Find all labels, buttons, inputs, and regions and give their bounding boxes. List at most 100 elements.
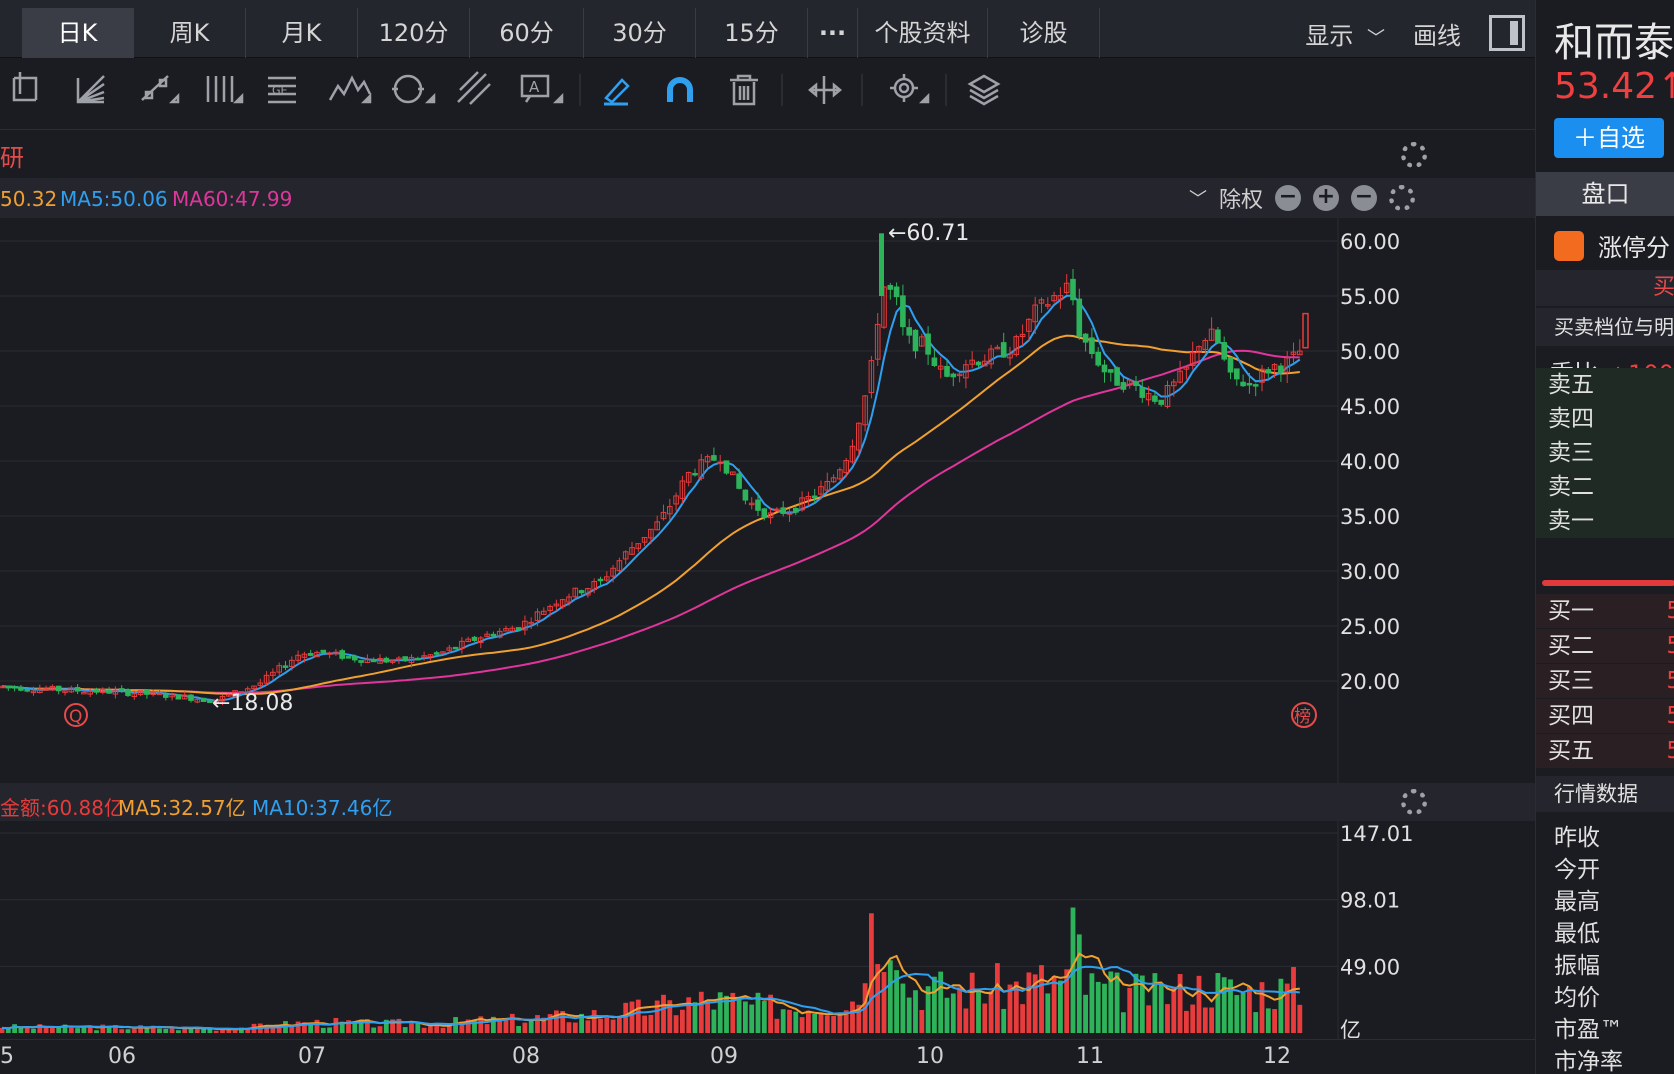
orderbook-sell-row[interactable]: 卖一 [1536, 504, 1674, 538]
add-favorite-button[interactable]: ＋自选 [1554, 118, 1664, 158]
display-menu[interactable]: 显示 ﹀ [1305, 16, 1385, 51]
arrows-icon[interactable] [808, 76, 842, 104]
volume-bar [995, 963, 1000, 1033]
chevron-down-icon: ﹀ [1367, 27, 1385, 49]
volume-chart[interactable]: 147.01 98.01 49.00 亿 [0, 821, 1535, 1039]
tab-60min[interactable]: 60分 [470, 8, 584, 58]
volume-bar [62, 1024, 68, 1033]
orderbook-sell-row[interactable]: 卖五 [1536, 368, 1674, 402]
orderbook-buy-row[interactable]: 买二 5 [1536, 629, 1674, 663]
volume-bar [1102, 983, 1107, 1033]
volume-bar [755, 992, 761, 1033]
chevron-down-icon[interactable]: ﹀ [1188, 189, 1207, 210]
volume-bar [213, 1030, 219, 1033]
vertical-lines-icon[interactable] [206, 76, 244, 104]
candle-body [163, 694, 169, 698]
crop-icon[interactable] [12, 72, 38, 102]
candle-body [597, 578, 604, 582]
zoom-out-button[interactable]: − [1275, 185, 1301, 211]
volume-bar [472, 1019, 477, 1033]
cycle-icon[interactable] [392, 74, 436, 104]
text-label-icon[interactable]: A [520, 74, 564, 104]
tab-120min[interactable]: 120分 [358, 8, 470, 58]
trend-line-icon[interactable] [141, 75, 180, 104]
candle-body [1019, 333, 1026, 337]
candle-body [1164, 385, 1171, 407]
volume-bar [194, 1028, 200, 1033]
volume-bar [320, 1027, 326, 1033]
gear-icon[interactable] [1401, 142, 1427, 168]
zoom-in-button[interactable]: + [1313, 185, 1339, 211]
orderbook-sell-row[interactable]: 卖四 [1536, 402, 1674, 436]
orderbook-buy-row[interactable]: 买五 5 [1536, 734, 1674, 768]
orderbook-sell-row[interactable]: 卖二 [1536, 470, 1674, 504]
draw-line-button[interactable]: 画线 [1413, 21, 1461, 50]
volume-bar [1013, 981, 1019, 1033]
candle-body [383, 657, 390, 663]
volume-bar [421, 1027, 427, 1033]
orderbook-buy-row[interactable]: 买三 5 [1536, 664, 1674, 698]
gear-icon[interactable] [1401, 789, 1427, 815]
layout-toggle-icon[interactable] [1489, 15, 1525, 51]
tab-30min[interactable]: 30分 [584, 8, 696, 58]
limit-up-icon [1554, 230, 1584, 261]
tab-week-k[interactable]: 周K [134, 8, 246, 58]
volume-bar [1108, 971, 1114, 1033]
volume-bar [1196, 975, 1202, 1033]
candle-body [156, 692, 163, 696]
layers-icon[interactable] [967, 74, 1001, 106]
trash-icon[interactable] [730, 74, 758, 106]
candle-body [377, 658, 383, 664]
svg-text:A: A [529, 78, 540, 96]
collapse-button[interactable]: − [1351, 185, 1377, 211]
volume-bar [900, 983, 906, 1033]
fuquan-select[interactable]: 除权 [1218, 188, 1263, 213]
volume-bar [711, 1009, 717, 1033]
candlestick-chart[interactable]: 60.00 55.00 50.00 45.00 40.00 35.00 30.00 25.00… [0, 218, 1535, 783]
orderbook-buy-row[interactable]: 买一 5 [1536, 594, 1674, 628]
limit-up-row[interactable]: 涨停分 [1554, 228, 1670, 263]
fan-icon[interactable] [76, 75, 105, 104]
volume-bar [232, 1030, 238, 1033]
gann-icon[interactable]: GE [268, 76, 296, 104]
ma-legend-row: 50.32 MA5:50.06 MA60:47.99 ﹀ 除权 − + − [0, 178, 1535, 218]
candle-body [263, 674, 270, 684]
tab-diagnose[interactable]: 诊股 [988, 8, 1100, 58]
volume-bar [245, 1029, 251, 1033]
display-label: 显示 [1305, 21, 1354, 50]
event-badge-q[interactable] [64, 703, 88, 727]
magnet-icon[interactable] [667, 77, 693, 102]
volume-bar [988, 991, 994, 1033]
candle-body [578, 590, 585, 594]
price-tick: 35.00 [1340, 505, 1400, 529]
candle-body [1000, 342, 1007, 358]
candle-body [1284, 357, 1291, 373]
tab-day-k[interactable]: 日K [22, 8, 134, 58]
volume-bar [1247, 986, 1252, 1033]
candle-body [1227, 357, 1234, 373]
volume-bar [522, 1022, 528, 1033]
volume-bar [724, 995, 729, 1033]
volume-bar [1284, 983, 1290, 1033]
tab-pankou[interactable]: 盘口 [1536, 172, 1674, 216]
rank-badge[interactable] [1291, 702, 1317, 728]
tab-15min[interactable]: 15分 [696, 8, 808, 58]
tab-month-k[interactable]: 月K [246, 8, 358, 58]
volume-bar [119, 1029, 125, 1033]
orderbook-sell-row[interactable]: 卖三 [1536, 436, 1674, 470]
buy-tab[interactable]: 买 [1536, 270, 1674, 306]
tab-stock-profile[interactable]: 个股资料 [858, 8, 988, 58]
volume-bar [1253, 1012, 1259, 1033]
candle-body [748, 502, 755, 506]
stock-name: 和而泰 [1554, 20, 1674, 66]
pen-icon[interactable] [604, 78, 630, 106]
wave-icon[interactable] [328, 75, 372, 104]
fork-icon[interactable] [457, 71, 491, 105]
gear-icon[interactable] [890, 74, 930, 104]
more-periods-button[interactable]: ··· [808, 8, 858, 58]
gear-icon[interactable] [1389, 185, 1415, 211]
volume-bar [1020, 1004, 1025, 1033]
orderbook-buy-row[interactable]: 买四 5 [1536, 699, 1674, 733]
volume-bar [686, 997, 692, 1033]
candle-body [780, 507, 787, 514]
